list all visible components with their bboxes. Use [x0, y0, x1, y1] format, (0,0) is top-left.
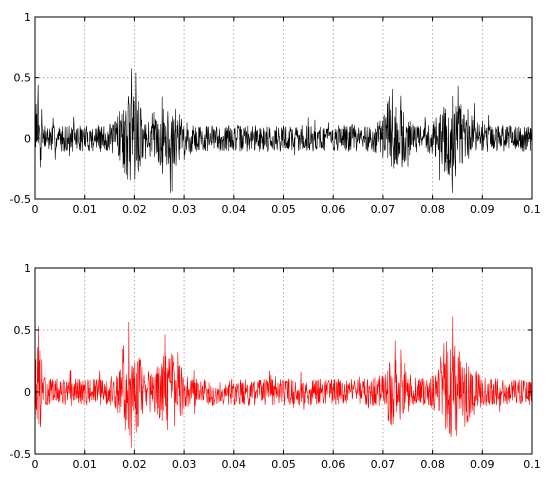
axes-frame — [34, 16, 533, 200]
x-tick-label: 0.04 — [222, 458, 247, 471]
x-tick-label: 0.01 — [72, 203, 97, 215]
x-tick-label: 0.07 — [371, 203, 396, 215]
y-tick-label: 0 — [24, 386, 31, 399]
y-tick-label: -0.5 — [10, 448, 31, 461]
x-tick-label: 0.01 — [72, 458, 97, 471]
x-tick-label: 0.07 — [371, 458, 396, 471]
x-tick-label: 0 — [32, 203, 39, 215]
y-tick-label: -0.5 — [10, 193, 31, 206]
x-tick-label: 0.1 — [523, 458, 541, 471]
signal-line — [34, 316, 533, 448]
x-tick-label: 0 — [32, 458, 39, 471]
x-tick-label: 0.03 — [172, 458, 197, 471]
x-tick-label: 0.08 — [420, 458, 445, 471]
x-tick-label: 0.04 — [222, 203, 247, 215]
grid — [35, 17, 532, 199]
grid — [35, 268, 532, 454]
x-tick-label: 0.05 — [271, 203, 296, 215]
x-tick-label: 0.06 — [321, 203, 346, 215]
y-tick-label: 1 — [24, 11, 31, 24]
chart-bottom: 0 0.01 0.02 0.03 0.04 0.05 0.06 0.07 0.08 0.09 0.1… — [10, 262, 541, 471]
x-tick-label: 0.06 — [321, 458, 346, 471]
x-tick-label: 0.02 — [122, 203, 147, 215]
signal-line — [34, 68, 533, 193]
y-tick-label: 0 — [24, 132, 31, 145]
x-tick-label: 0.05 — [271, 458, 296, 471]
y-tick-label: 0.5 — [14, 72, 32, 85]
x-tick-label: 0.1 — [523, 203, 541, 215]
x-tick-label: 0.03 — [172, 203, 197, 215]
x-tick-label: 0.08 — [420, 203, 445, 215]
y-tick-label: 0.5 — [14, 324, 32, 337]
chart-top: 0 0.01 0.02 0.03 0.04 0.05 0.06 0.07 0.08 0.09 0.1… — [10, 11, 541, 215]
x-tick-label: 0.09 — [470, 458, 495, 471]
x-tick-label: 0.02 — [122, 458, 147, 471]
y-tick-label: 1 — [24, 262, 31, 275]
x-tick-label: 0.09 — [470, 203, 495, 215]
